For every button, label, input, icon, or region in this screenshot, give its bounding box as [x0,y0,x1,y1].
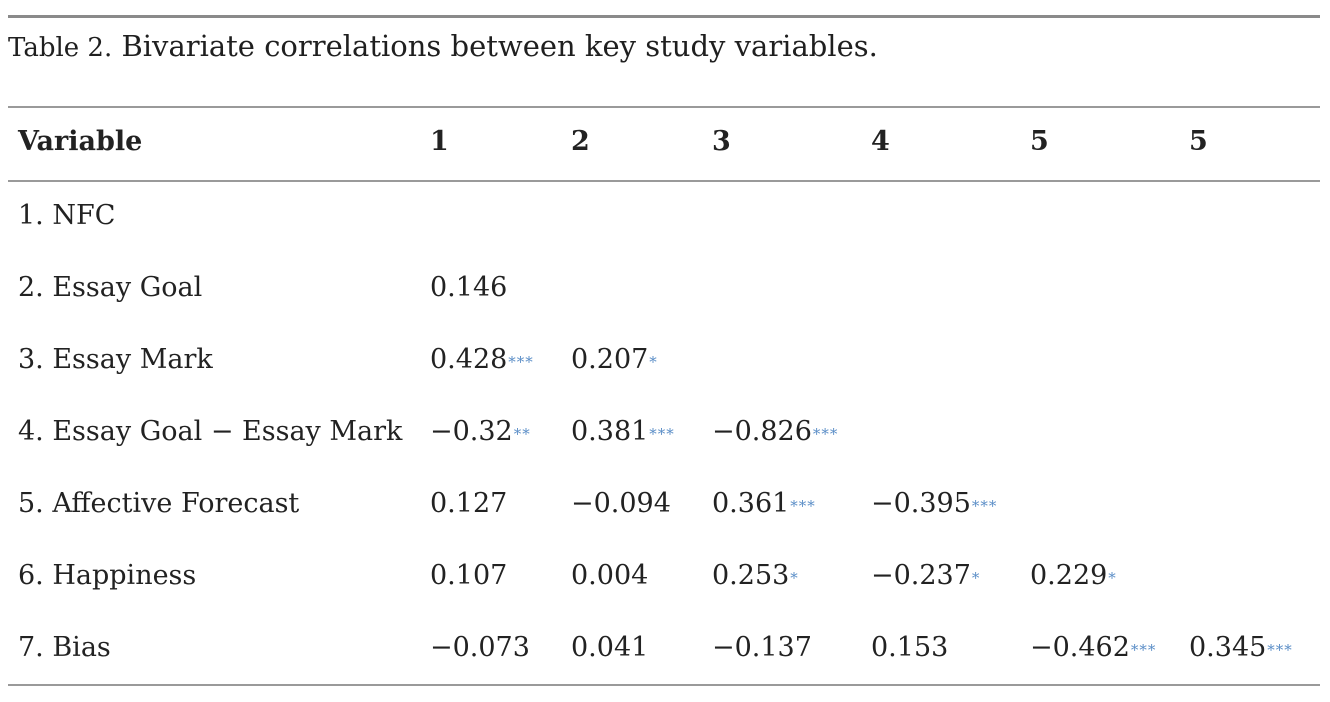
significance-stars: *** [971,497,998,515]
correlation-value: 0.345 [1189,632,1267,663]
table-row: 2. Essay Goal 0.146 [8,252,1320,324]
table-header-row: Variable 1 2 3 4 5 5 [8,106,1320,178]
table-row: 5. Affective Forecast 0.127 −0.094 0.361***… [8,468,1320,540]
column-header: 5 [1030,126,1049,157]
significance-stars: *** [812,425,839,443]
correlation-cell: −0.32** [430,396,531,468]
correlation-value: −0.237 [871,560,971,591]
variable-name: 4. Essay Goal − Essay Mark [18,416,403,447]
correlation-value: 0.361 [712,488,790,519]
correlation-value: −0.32 [430,416,513,447]
correlation-value: 0.107 [430,560,508,591]
correlation-cell: 0.207* [571,324,658,396]
table-row: 1. NFC [8,180,1320,252]
correlation-value: 0.207 [571,344,649,375]
significance-stars: * [790,569,799,587]
significance-stars: ** [513,425,531,443]
correlation-cell: −0.395*** [871,468,997,540]
correlation-cell: 0.153 [871,612,948,684]
correlation-value: −0.137 [712,632,812,663]
top-rule [8,15,1320,18]
caption-label: Table 2. [8,33,113,63]
correlation-value: 0.381 [571,416,649,447]
column-header: 4 [871,126,890,157]
correlation-cell: −0.073 [430,612,530,684]
variable-name: 7. Bias [18,632,111,663]
header-top-rule [8,106,1320,108]
variable-name: 6. Happiness [18,560,197,591]
correlation-value: 0.153 [871,632,949,663]
correlation-cell: 0.253* [712,540,799,612]
table-row: 7. Bias −0.073 0.041 −0.137 0.153 −0.462*** 0.… [8,612,1320,684]
correlation-cell: −0.137 [712,612,812,684]
column-header: 3 [712,126,731,157]
significance-stars: * [971,569,981,587]
correlation-cell: 0.428*** [430,324,534,396]
variable-name: 3. Essay Mark [18,344,213,375]
correlation-cell: −0.237* [871,540,980,612]
variable-name: 1. NFC [18,200,116,231]
correlation-value: −0.826 [712,416,812,447]
significance-stars: *** [1130,641,1157,659]
column-header: 1 [430,126,449,157]
correlation-cell: −0.094 [571,468,671,540]
significance-stars: *** [1267,641,1293,659]
significance-stars: *** [508,353,534,371]
variable-name: 2. Essay Goal [18,272,203,303]
correlation-value: 0.004 [571,560,649,591]
significance-stars: *** [790,497,816,515]
correlation-cell: 0.107 [430,540,507,612]
correlation-value: 0.428 [430,344,508,375]
variable-name: 5. Affective Forecast [18,488,300,519]
correlation-value: 0.127 [430,488,508,519]
correlation-value: −0.462 [1030,632,1130,663]
significance-stars: *** [649,425,675,443]
correlation-cell: 0.345*** [1189,612,1293,684]
correlation-value: 0.041 [571,632,649,663]
correlation-value: −0.094 [571,488,671,519]
correlation-cell: 0.381*** [571,396,675,468]
correlation-cell: 0.004 [571,540,648,612]
correlation-value: 0.253 [712,560,790,591]
correlation-value: 0.146 [430,272,508,303]
correlation-cell: 0.229* [1030,540,1117,612]
correlation-value: −0.395 [871,488,971,519]
correlation-value: 0.229 [1030,560,1108,591]
correlation-cell: 0.361*** [712,468,816,540]
correlation-cell: 0.041 [571,612,648,684]
table-row: 6. Happiness 0.107 0.004 0.253* −0.237* 0.229… [8,540,1320,612]
correlation-cell: 0.127 [430,468,507,540]
correlation-value: −0.073 [430,632,530,663]
table-caption: Table 2. Bivariate correlations between … [8,28,878,66]
table-row: 3. Essay Mark 0.428*** 0.207* [8,324,1320,396]
table-row: 4. Essay Goal − Essay Mark −0.32** 0.381**… [8,396,1320,468]
correlation-cell: −0.462*** [1030,612,1156,684]
correlation-cell: −0.826*** [712,396,838,468]
correlation-cell: 0.146 [430,252,507,324]
column-header: 2 [571,126,590,157]
header-bottom-rule [8,180,1320,182]
significance-stars: * [1108,569,1117,587]
table-bottom-rule [8,684,1320,686]
column-header: Variable [18,126,143,157]
caption-text: Bivariate correlations between key study… [112,29,878,63]
column-header: 5 [1189,126,1208,157]
significance-stars: * [649,353,658,371]
